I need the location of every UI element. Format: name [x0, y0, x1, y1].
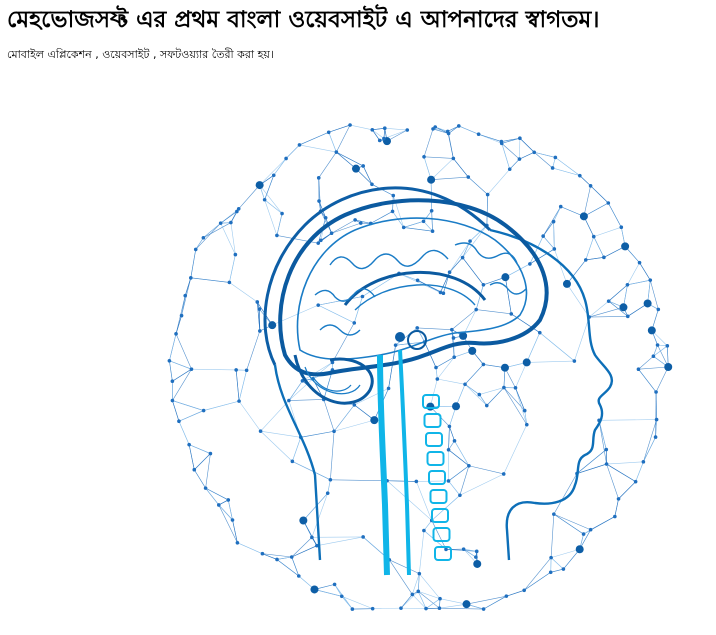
head-profile: [263, 186, 613, 576]
spinal-cord: [377, 354, 390, 576]
vertebrae: [422, 394, 452, 561]
brain-inner: [296, 217, 528, 361]
neck-back: [273, 364, 322, 561]
page-subtitle: মোবাইল এপ্লিকেশন , ওয়েবসাইট , সফটওয়্যা…: [7, 48, 274, 61]
brain-outline: [278, 198, 549, 377]
page-header: মেহভোজসফ্ট এর প্রথম বাংলা ওয়েবসাইট এ আপ…: [7, 6, 710, 62]
back-of-head: [263, 186, 492, 366]
face-profile: [489, 228, 613, 561]
corpus-callosum: [343, 271, 487, 306]
hero-image: [155, 105, 680, 630]
page-title: মেহভোজসফ্ট এর প্রথম বাংলা ওয়েবসাইট এ আপ…: [7, 6, 600, 33]
cerebellum: [293, 354, 374, 405]
network-sphere: [167, 123, 673, 611]
brain-network-illustration: [167, 123, 673, 611]
